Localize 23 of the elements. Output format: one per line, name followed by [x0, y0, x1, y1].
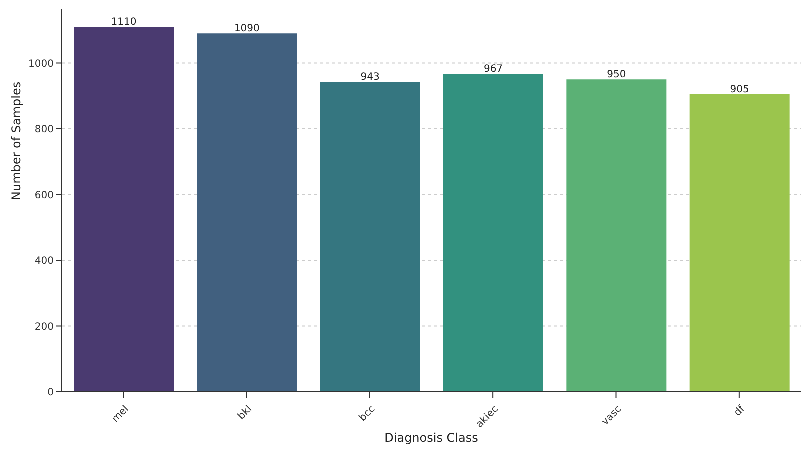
y-tick-label: 0 — [48, 388, 54, 399]
data-label: 1090 — [234, 24, 260, 35]
y-tick-label: 200 — [34, 322, 54, 333]
x-tick-label: bkl — [236, 404, 255, 422]
x-tick-label: bcc — [358, 404, 378, 424]
bar — [444, 74, 544, 392]
y-tick-label: 400 — [34, 256, 54, 268]
bar — [690, 94, 790, 392]
x-tick-label: df — [732, 404, 748, 419]
bar — [197, 34, 298, 392]
data-label: 967 — [484, 64, 504, 76]
bar — [566, 80, 667, 392]
y-tick-label: 600 — [34, 190, 54, 202]
x-axis-title: Diagnosis Class — [384, 431, 478, 445]
y-tick-label: 1000 — [28, 58, 54, 70]
bar — [74, 27, 174, 392]
data-label: 950 — [607, 70, 626, 81]
data-label: 1110 — [111, 17, 137, 28]
data-label: 905 — [730, 84, 750, 96]
y-axis-title: Number of Samples — [9, 82, 24, 200]
bar — [320, 82, 420, 392]
y-tick-label: 800 — [34, 124, 54, 136]
data-label: 943 — [360, 72, 380, 83]
